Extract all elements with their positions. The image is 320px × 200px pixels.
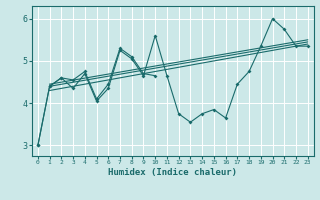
X-axis label: Humidex (Indice chaleur): Humidex (Indice chaleur) bbox=[108, 168, 237, 177]
